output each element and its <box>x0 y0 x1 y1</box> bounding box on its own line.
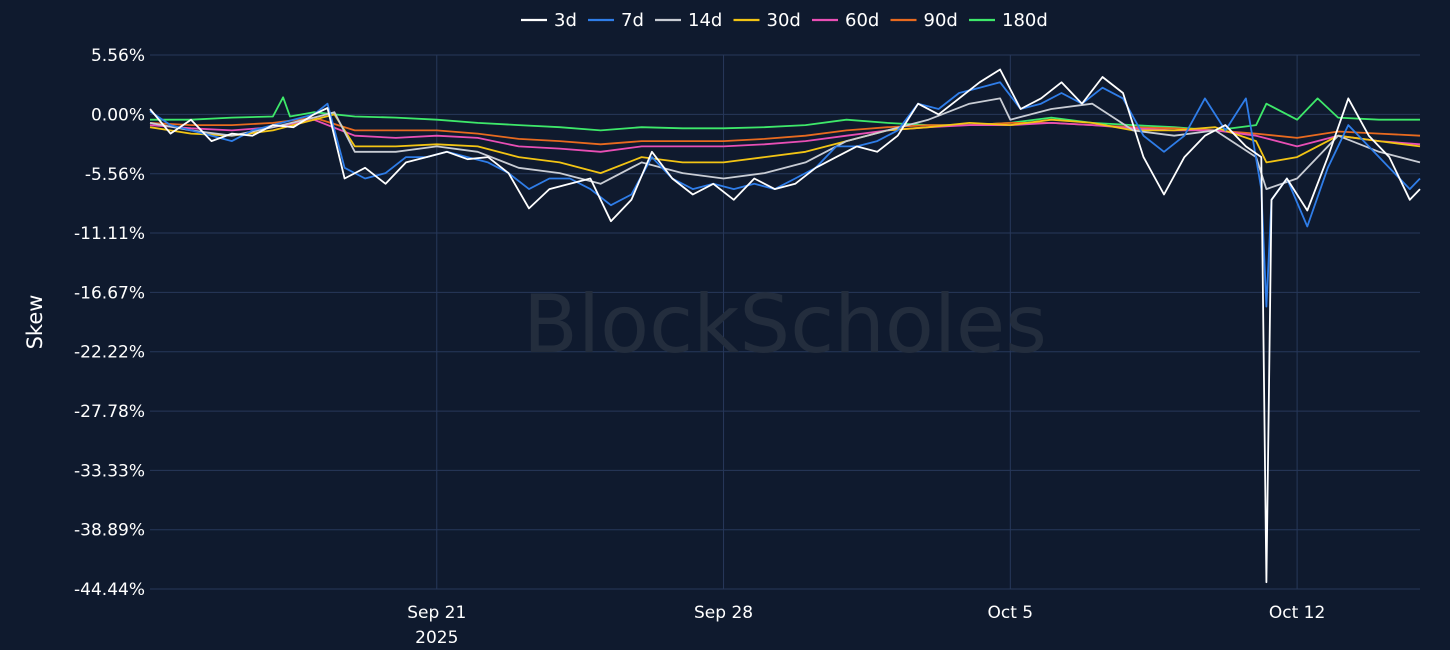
series-line-14d <box>149 97 1421 190</box>
y-tick-label: 5.56% <box>91 46 145 66</box>
legend-label: 90d <box>924 10 958 31</box>
y-tick-label: -27.78% <box>74 402 145 422</box>
series-lines <box>149 68 1421 584</box>
x-tick-label: Sep 28 <box>694 603 753 623</box>
legend-label: 3d <box>554 10 577 31</box>
legend-label: 7d <box>621 10 644 31</box>
y-tick-label: 0.00% <box>91 105 145 125</box>
legend-label: 60d <box>845 10 879 31</box>
y-axis-title: Skew <box>23 295 47 350</box>
legend-item-180d[interactable]: 180d <box>969 10 1048 31</box>
legend-item-30d[interactable]: 30d <box>733 10 801 31</box>
legend-item-14d[interactable]: 14d <box>655 10 722 31</box>
y-tick-label: -16.67% <box>74 283 145 303</box>
y-tick-label: -38.89% <box>74 521 145 541</box>
legend-item-90d[interactable]: 90d <box>890 10 958 31</box>
legend-item-3d[interactable]: 3d <box>521 10 577 31</box>
y-axis-ticks: 5.56% 0.00% -5.56% -11.11% -16.67% -22.22% -27… <box>74 46 145 600</box>
legend-label: 30d <box>767 10 801 31</box>
x-tick-label: Oct 5 <box>988 603 1034 623</box>
series-line-7d <box>149 81 1421 308</box>
legend-label: 14d <box>688 10 722 31</box>
x-axis-ticks: Sep 21 2025 Sep 28 Oct 5 Oct 12 <box>407 603 1325 648</box>
legend[interactable]: 3d 7d 14d 30d 60d 90d 180d <box>521 10 1048 31</box>
y-tick-label: -44.44% <box>74 580 145 600</box>
legend-item-60d[interactable]: 60d <box>812 10 879 31</box>
watermark: BlockScholes <box>523 278 1047 371</box>
y-tick-label: -22.22% <box>74 343 145 363</box>
y-tick-label: -5.56% <box>85 165 145 185</box>
x-tick-label: Oct 12 <box>1269 603 1325 623</box>
series-line-3d <box>149 68 1421 584</box>
x-tick-label: Sep 21 <box>407 603 466 623</box>
x-tick-sublabel: 2025 <box>415 628 458 648</box>
legend-item-7d[interactable]: 7d <box>588 10 644 31</box>
y-tick-label: -33.33% <box>74 461 145 481</box>
y-tick-label: -11.11% <box>74 224 145 244</box>
series-line-180d <box>150 96 1420 132</box>
legend-label: 180d <box>1002 10 1048 31</box>
